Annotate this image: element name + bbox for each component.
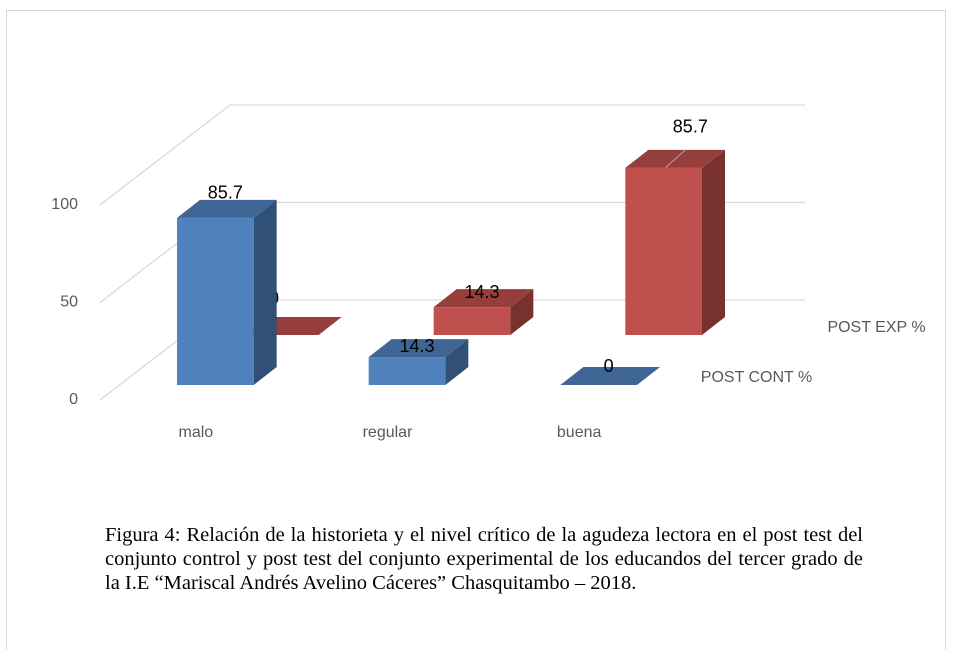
bar-front xyxy=(433,307,511,335)
bar xyxy=(368,339,469,385)
bar-front xyxy=(368,357,446,385)
bar-side xyxy=(253,199,277,385)
x-tick-label: buena xyxy=(557,424,602,441)
data-label: 85.7 xyxy=(673,117,708,137)
bar-side xyxy=(445,339,469,385)
bar xyxy=(560,367,660,385)
bar-top xyxy=(177,199,277,218)
bar xyxy=(433,289,534,335)
bar xyxy=(625,149,725,335)
bar-front xyxy=(625,167,702,335)
bar xyxy=(177,199,277,385)
bar-top xyxy=(433,289,534,308)
x-tick-label: malo xyxy=(178,424,213,441)
data-label: 0 xyxy=(604,356,614,376)
caption: Figura 4: Relación de la historieta y el… xyxy=(105,524,863,594)
bar-side xyxy=(510,289,534,335)
data-label: 14.3 xyxy=(399,336,434,356)
bar-side xyxy=(702,149,725,335)
legend-label: POST CONT % xyxy=(701,369,812,386)
bar-front xyxy=(177,217,254,385)
bar-top xyxy=(560,367,660,385)
data-label: 85.7 xyxy=(208,183,243,203)
bar-top xyxy=(368,339,469,358)
leader-line xyxy=(664,149,686,169)
chart: 0 50 100 malo regular buena POST EXP % 0 14.3 85.… xyxy=(51,104,926,441)
legend-label: POST EXP % xyxy=(827,319,925,336)
y-tick-label: 100 xyxy=(51,196,78,213)
x-tick-label: regular xyxy=(363,424,413,441)
frame xyxy=(6,10,946,650)
y-tick-label: 0 xyxy=(69,391,78,408)
grid-line xyxy=(99,104,805,206)
y-tick-label: 50 xyxy=(60,294,78,311)
data-label: 14.3 xyxy=(464,282,499,302)
